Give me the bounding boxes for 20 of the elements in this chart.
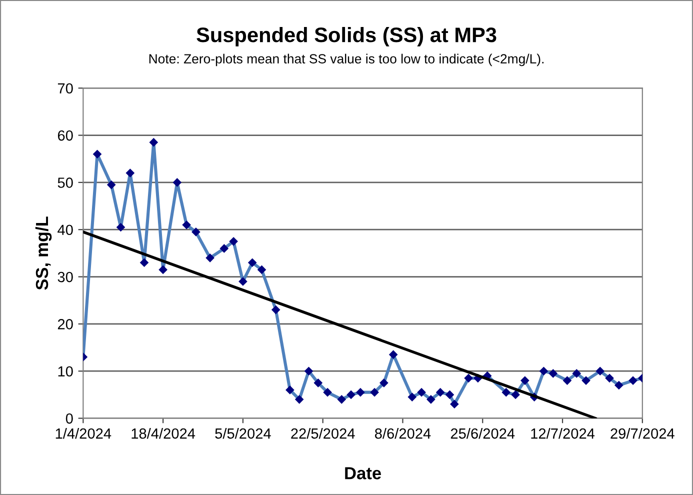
y-tick-label: 30 — [58, 272, 73, 282]
y-tick-label: 10 — [58, 366, 73, 377]
x-tick-label: 22/5/2024 — [291, 428, 355, 439]
x-tick-label: 12/7/2024 — [531, 428, 595, 439]
x-tick-label: 18/4/2024 — [132, 428, 196, 439]
y-axis-title: SS, mg/L — [35, 216, 52, 290]
chart-subtitle: Note: Zero-plots mean that SS value is too low to indicate (<2mg/L). — [149, 54, 544, 66]
x-tick-label: 1/4/2024 — [56, 428, 112, 439]
y-tick-label: 60 — [58, 130, 73, 141]
y-tick-label: 20 — [58, 319, 73, 330]
x-tick-label: 8/6/2024 — [374, 428, 431, 439]
y-tick-label: 50 — [58, 178, 73, 188]
x-tick-label: 25/6/2024 — [450, 428, 515, 439]
y-tick-label: 70 — [58, 83, 73, 94]
x-tick-label: 5/5/2024 — [215, 428, 271, 439]
chart-title: Suspended Solids (SS) at MP3 — [196, 26, 496, 46]
y-tick-label: 0 — [66, 413, 73, 424]
x-tick-label: 29/7/2024 — [610, 428, 674, 439]
x-axis-title: Date — [345, 467, 382, 480]
y-tick-label: 40 — [58, 224, 73, 236]
